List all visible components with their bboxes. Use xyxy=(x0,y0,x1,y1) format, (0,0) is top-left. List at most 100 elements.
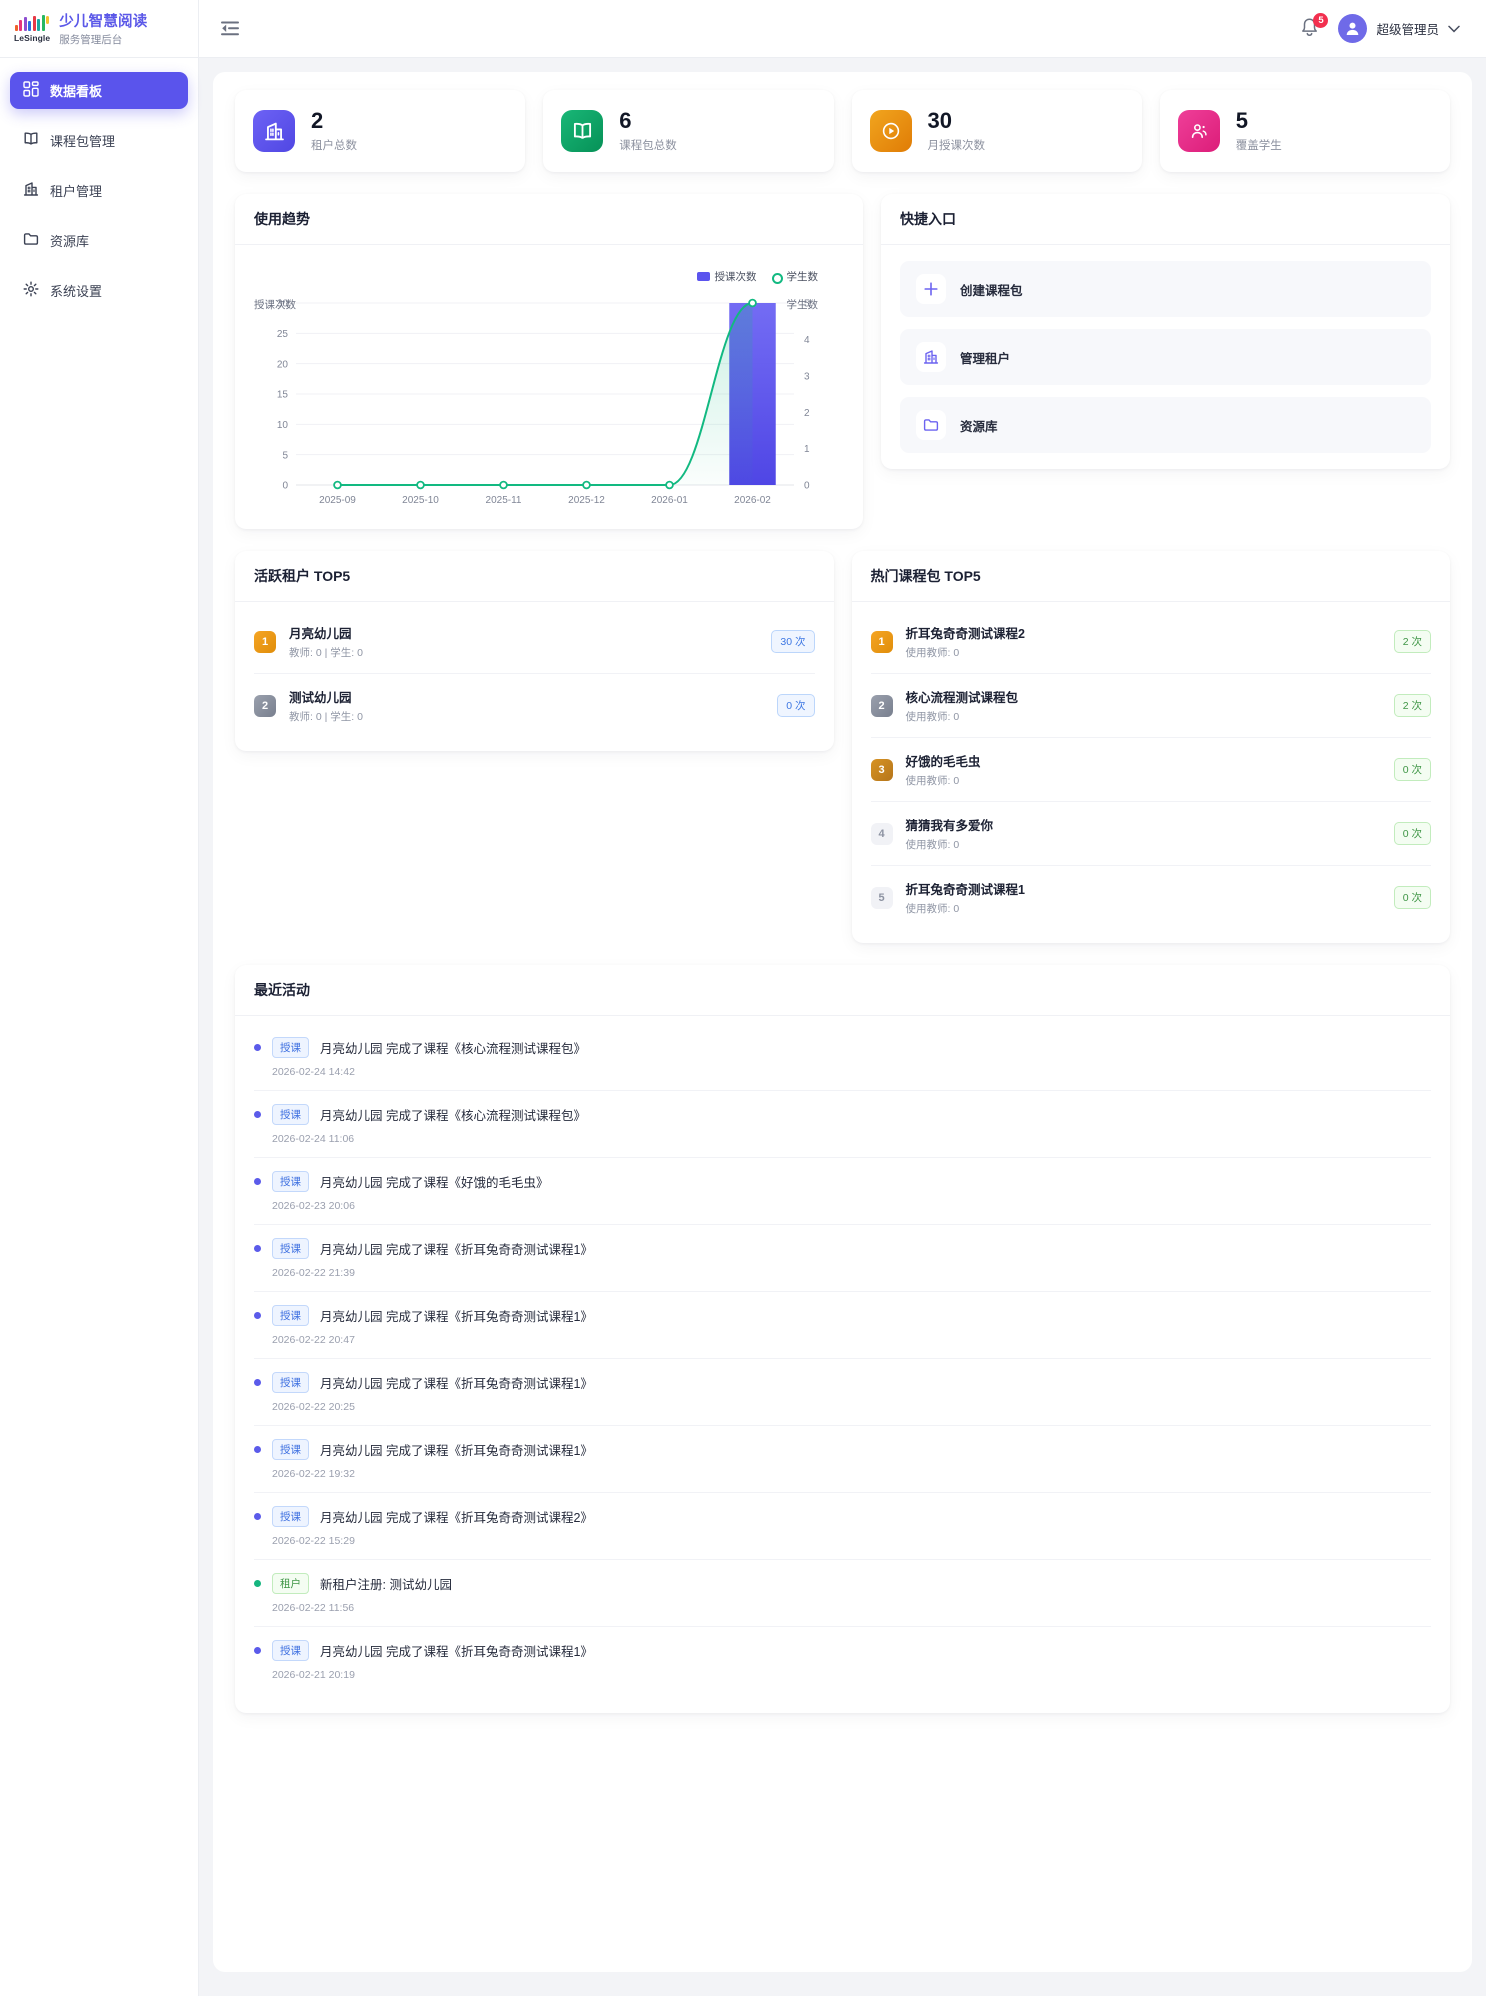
quick-entry-label: 管理租户 xyxy=(960,351,1011,366)
row-meta: 使用教师: 0 xyxy=(905,775,960,787)
activity-time: 2026-02-24 14:42 xyxy=(272,1066,355,1078)
list-item[interactable]: 授课 月亮幼儿园 完成了课程《折耳兔奇奇测试课程1》 2026-02-22 20:2… xyxy=(254,1359,1431,1426)
row-meta: 使用教师: 0 xyxy=(905,839,960,851)
sidebar-item-2[interactable]: 课程包管理 xyxy=(10,122,188,159)
notification-count-badge: 5 xyxy=(1313,12,1329,28)
activity-tag: 租户 xyxy=(272,1573,309,1594)
collapse-menu-icon[interactable] xyxy=(217,16,243,42)
svg-text:2: 2 xyxy=(804,408,810,419)
activity-tag: 授课 xyxy=(272,1439,309,1460)
row-title: 核心流程测试课程包 xyxy=(905,691,1019,705)
legend-item-bar[interactable]: 授课次数 xyxy=(696,269,757,284)
user-avatar-icon xyxy=(1338,14,1368,43)
active-tenants-header: 活跃租户 TOP5 xyxy=(235,551,834,602)
stat-value: 6 xyxy=(619,108,632,134)
topbar: 5 超级管理员 xyxy=(199,0,1486,58)
activity-tag: 授课 xyxy=(272,1372,309,1393)
building-icon xyxy=(253,110,295,152)
stat-cards: 2 租户总数 6 课程包总数 30 月授课次数 5 覆盖学生 xyxy=(235,90,1450,172)
building-icon xyxy=(916,342,946,372)
status-dot-icon xyxy=(254,1044,261,1051)
quick-entry-label: 创建课程包 xyxy=(960,283,1023,298)
list-item[interactable]: 租户 新租户注册: 测试幼儿园 2026-02-22 11:56 xyxy=(254,1560,1431,1627)
list-item[interactable]: 授课 月亮幼儿园 完成了课程《折耳兔奇奇测试课程1》 2026-02-21 20:1… xyxy=(254,1627,1431,1693)
sidebar-item-5[interactable]: 系统设置 xyxy=(10,272,188,309)
table-row[interactable]: 1 折耳兔奇奇测试课程2 使用教师: 0 2 次 xyxy=(870,610,1431,674)
brand-subtitle: 服务管理后台 xyxy=(59,34,123,46)
stat-card-1[interactable]: 2 租户总数 xyxy=(235,90,526,172)
stat-card-3[interactable]: 30 月授课次数 xyxy=(851,90,1142,172)
activity-text: 月亮幼儿园 完成了课程《折耳兔奇奇测试课程1》 xyxy=(320,1243,593,1257)
count-badge: 0 次 xyxy=(1393,758,1431,781)
table-row[interactable]: 4 猜猜我有多爱你 使用教师: 0 0 次 xyxy=(870,802,1431,866)
activity-tag: 授课 xyxy=(272,1037,309,1058)
panel-title: 快捷入口 xyxy=(900,211,956,227)
main-area: 5 超级管理员 xyxy=(199,0,1486,1996)
brand-header[interactable]: LeSingle 少儿智慧阅读 服务管理后台 xyxy=(0,0,198,58)
rank-badge: 2 xyxy=(254,694,276,717)
activity-tag: 授课 xyxy=(272,1238,309,1259)
table-row[interactable]: 2 核心流程测试课程包 使用教师: 0 2 次 xyxy=(870,674,1431,738)
list-item[interactable]: 授课 月亮幼儿园 完成了课程《折耳兔奇奇测试课程2》 2026-02-22 15:2… xyxy=(254,1493,1431,1560)
activity-time: 2026-02-22 15:29 xyxy=(272,1535,355,1547)
trend-quick-row: 使用趋势 授课次数 xyxy=(235,194,1450,529)
rank-badge: 3 xyxy=(870,758,893,781)
gear-icon xyxy=(23,281,39,300)
activity-time: 2026-02-22 19:32 xyxy=(272,1468,355,1480)
list-item[interactable]: 授课 月亮幼儿园 完成了课程《核心流程测试课程包》 2026-02-24 11:06 xyxy=(254,1091,1431,1158)
status-dot-icon xyxy=(254,1446,261,1453)
user-menu[interactable]: 超级管理员 xyxy=(1338,14,1460,43)
building-icon xyxy=(23,181,39,200)
sidebar: LeSingle 少儿智慧阅读 服务管理后台 数据看板课程包管理租户管理资源库系… xyxy=(0,0,199,1996)
list-item[interactable]: 授课 月亮幼儿园 完成了课程《核心流程测试课程包》 2026-02-24 14:42 xyxy=(254,1024,1431,1091)
legend-item-line[interactable]: 学生数 xyxy=(766,269,818,284)
table-row[interactable]: 2 测试幼儿园 教师: 0 | 学生: 0 0 次 xyxy=(254,674,815,737)
activity-tag: 授课 xyxy=(272,1640,309,1661)
table-row[interactable]: 5 折耳兔奇奇测试课程1 使用教师: 0 0 次 xyxy=(870,866,1431,929)
row-meta: 使用教师: 0 xyxy=(905,711,960,723)
active-tenants-panel: 活跃租户 TOP5 1 月亮幼儿园 教师: 0 | 学生: 0 30 次 2 测试幼儿园教… xyxy=(235,551,834,751)
notification-button[interactable]: 5 xyxy=(1300,12,1329,41)
y-axis-left-title: 授课次数 xyxy=(254,299,296,311)
quick-entry-item-2[interactable]: 管理租户 xyxy=(900,329,1431,385)
list-item[interactable]: 授课 月亮幼儿园 完成了课程《折耳兔奇奇测试课程1》 2026-02-22 20:4… xyxy=(254,1292,1431,1359)
stat-card-4[interactable]: 5 覆盖学生 xyxy=(1159,90,1450,172)
table-row[interactable]: 3 好饿的毛毛虫 使用教师: 0 0 次 xyxy=(870,738,1431,802)
quick-entry-item-3[interactable]: 资源库 xyxy=(900,397,1431,453)
legend-swatch-icon xyxy=(696,272,710,281)
chart-legend: 授课次数 学生数 xyxy=(696,269,818,284)
activity-text: 月亮幼儿园 完成了课程《折耳兔奇奇测试课程1》 xyxy=(320,1310,593,1324)
activity-text: 月亮幼儿园 完成了课程《折耳兔奇奇测试课程1》 xyxy=(320,1645,593,1659)
list-item[interactable]: 授课 月亮幼儿园 完成了课程《折耳兔奇奇测试课程1》 2026-02-22 19:3… xyxy=(254,1426,1431,1493)
table-row[interactable]: 1 月亮幼儿园 教师: 0 | 学生: 0 30 次 xyxy=(254,610,815,674)
status-dot-icon xyxy=(254,1647,261,1654)
svg-text:10: 10 xyxy=(277,420,289,431)
count-badge: 2 次 xyxy=(1393,694,1431,717)
sidebar-item-3[interactable]: 租户管理 xyxy=(10,172,188,209)
logo-wordmark: LeSingle xyxy=(14,32,51,43)
sidebar-nav: 数据看板课程包管理租户管理资源库系统设置 xyxy=(0,58,198,309)
rank-badge: 2 xyxy=(870,694,893,717)
svg-text:15: 15 xyxy=(277,390,289,401)
stat-card-2[interactable]: 6 课程包总数 xyxy=(543,90,834,172)
sidebar-item-4[interactable]: 资源库 xyxy=(10,222,188,259)
svg-text:0: 0 xyxy=(282,481,288,492)
svg-text:3: 3 xyxy=(804,371,810,382)
list-item[interactable]: 授课 月亮幼儿园 完成了课程《折耳兔奇奇测试课程1》 2026-02-22 21:3… xyxy=(254,1225,1431,1292)
list-item[interactable]: 授课 月亮幼儿园 完成了课程《好饿的毛毛虫》 2026-02-23 20:06 xyxy=(254,1158,1431,1225)
status-dot-icon xyxy=(254,1379,261,1386)
sidebar-item-1[interactable]: 数据看板 xyxy=(10,72,188,109)
quick-entry-header: 快捷入口 xyxy=(881,194,1450,245)
quick-entry-item-1[interactable]: 创建课程包 xyxy=(900,261,1431,317)
folder-icon xyxy=(916,410,946,440)
activity-time: 2026-02-23 20:06 xyxy=(272,1200,355,1212)
count-badge: 2 次 xyxy=(1393,630,1431,653)
count-badge: 0 次 xyxy=(1393,822,1431,845)
row-title: 折耳兔奇奇测试课程2 xyxy=(905,627,1025,641)
svg-text:4: 4 xyxy=(804,335,810,346)
usage-trend-chart[interactable]: 授课次数 学生数 授课次数 学生数 30 25 20 15 10 5 0 5 4 3 2 1 0 xyxy=(254,261,844,513)
hot-packages-panel: 热门课程包 TOP5 1 折耳兔奇奇测试课程2 使用教师: 0 2 次 2 核心流程测试课… xyxy=(851,551,1450,943)
sidebar-item-label: 数据看板 xyxy=(50,84,103,99)
panel-title: 最近活动 xyxy=(254,982,310,998)
y-axis-right-title: 学生数 xyxy=(786,299,819,311)
